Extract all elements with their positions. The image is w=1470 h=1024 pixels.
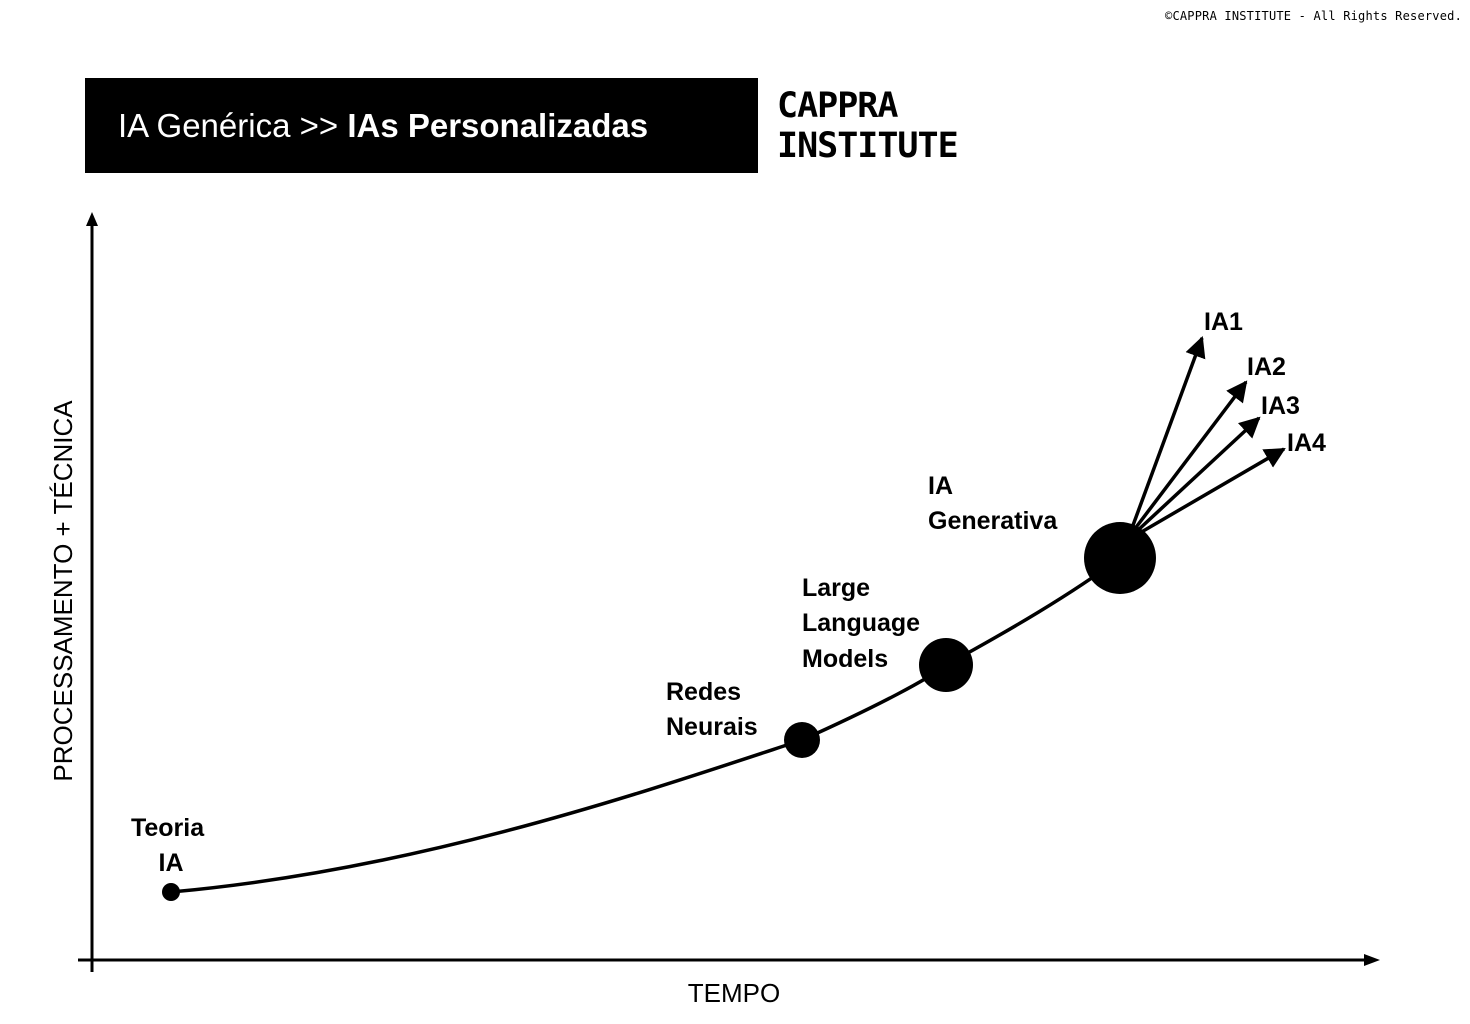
y-axis-label: PROCESSAMENTO + TÉCNICA (48, 400, 78, 782)
x-axis-label: TEMPO (688, 978, 780, 1008)
node-llm (919, 638, 973, 692)
branch-arrow-4 (1137, 447, 1286, 536)
label-ia1: IA1 (1204, 308, 1243, 336)
label-redes: Redes Neurais (666, 678, 758, 741)
branch-arrow-3 (1134, 416, 1261, 534)
y-axis-arrow (86, 212, 98, 226)
label-ia3: IA3 (1261, 392, 1300, 420)
label-ia4: IA4 (1287, 429, 1326, 457)
title-banner: IA Genérica >> IAs Personalizadas (85, 78, 758, 173)
brand-logo: CAPPRA INSTITUTE (777, 86, 959, 166)
branch-arrow-2 (1132, 380, 1248, 532)
label-generativa: IA Generativa (928, 472, 1058, 535)
title-personalized: IAs Personalizadas (347, 106, 649, 144)
node-generativa (1084, 522, 1156, 594)
label-llm: Large Language Models (802, 574, 927, 673)
growth-curve (170, 556, 1122, 894)
label-ia2: IA2 (1247, 353, 1286, 381)
x-axis-arrow (1364, 954, 1380, 966)
brand-line-2: INSTITUTE (777, 126, 959, 166)
node-redes (784, 722, 820, 758)
node-teoria (162, 883, 180, 901)
label-teoria: Teoria IA (131, 814, 211, 877)
brand-line-1: CAPPRA (777, 86, 898, 126)
title-generic: IA Genérica >> (118, 106, 348, 144)
copyright-notice: ©CAPPRA INSTITUTE - All Rights Reserved. (1165, 9, 1462, 23)
branch-arrow-1 (1130, 336, 1206, 529)
